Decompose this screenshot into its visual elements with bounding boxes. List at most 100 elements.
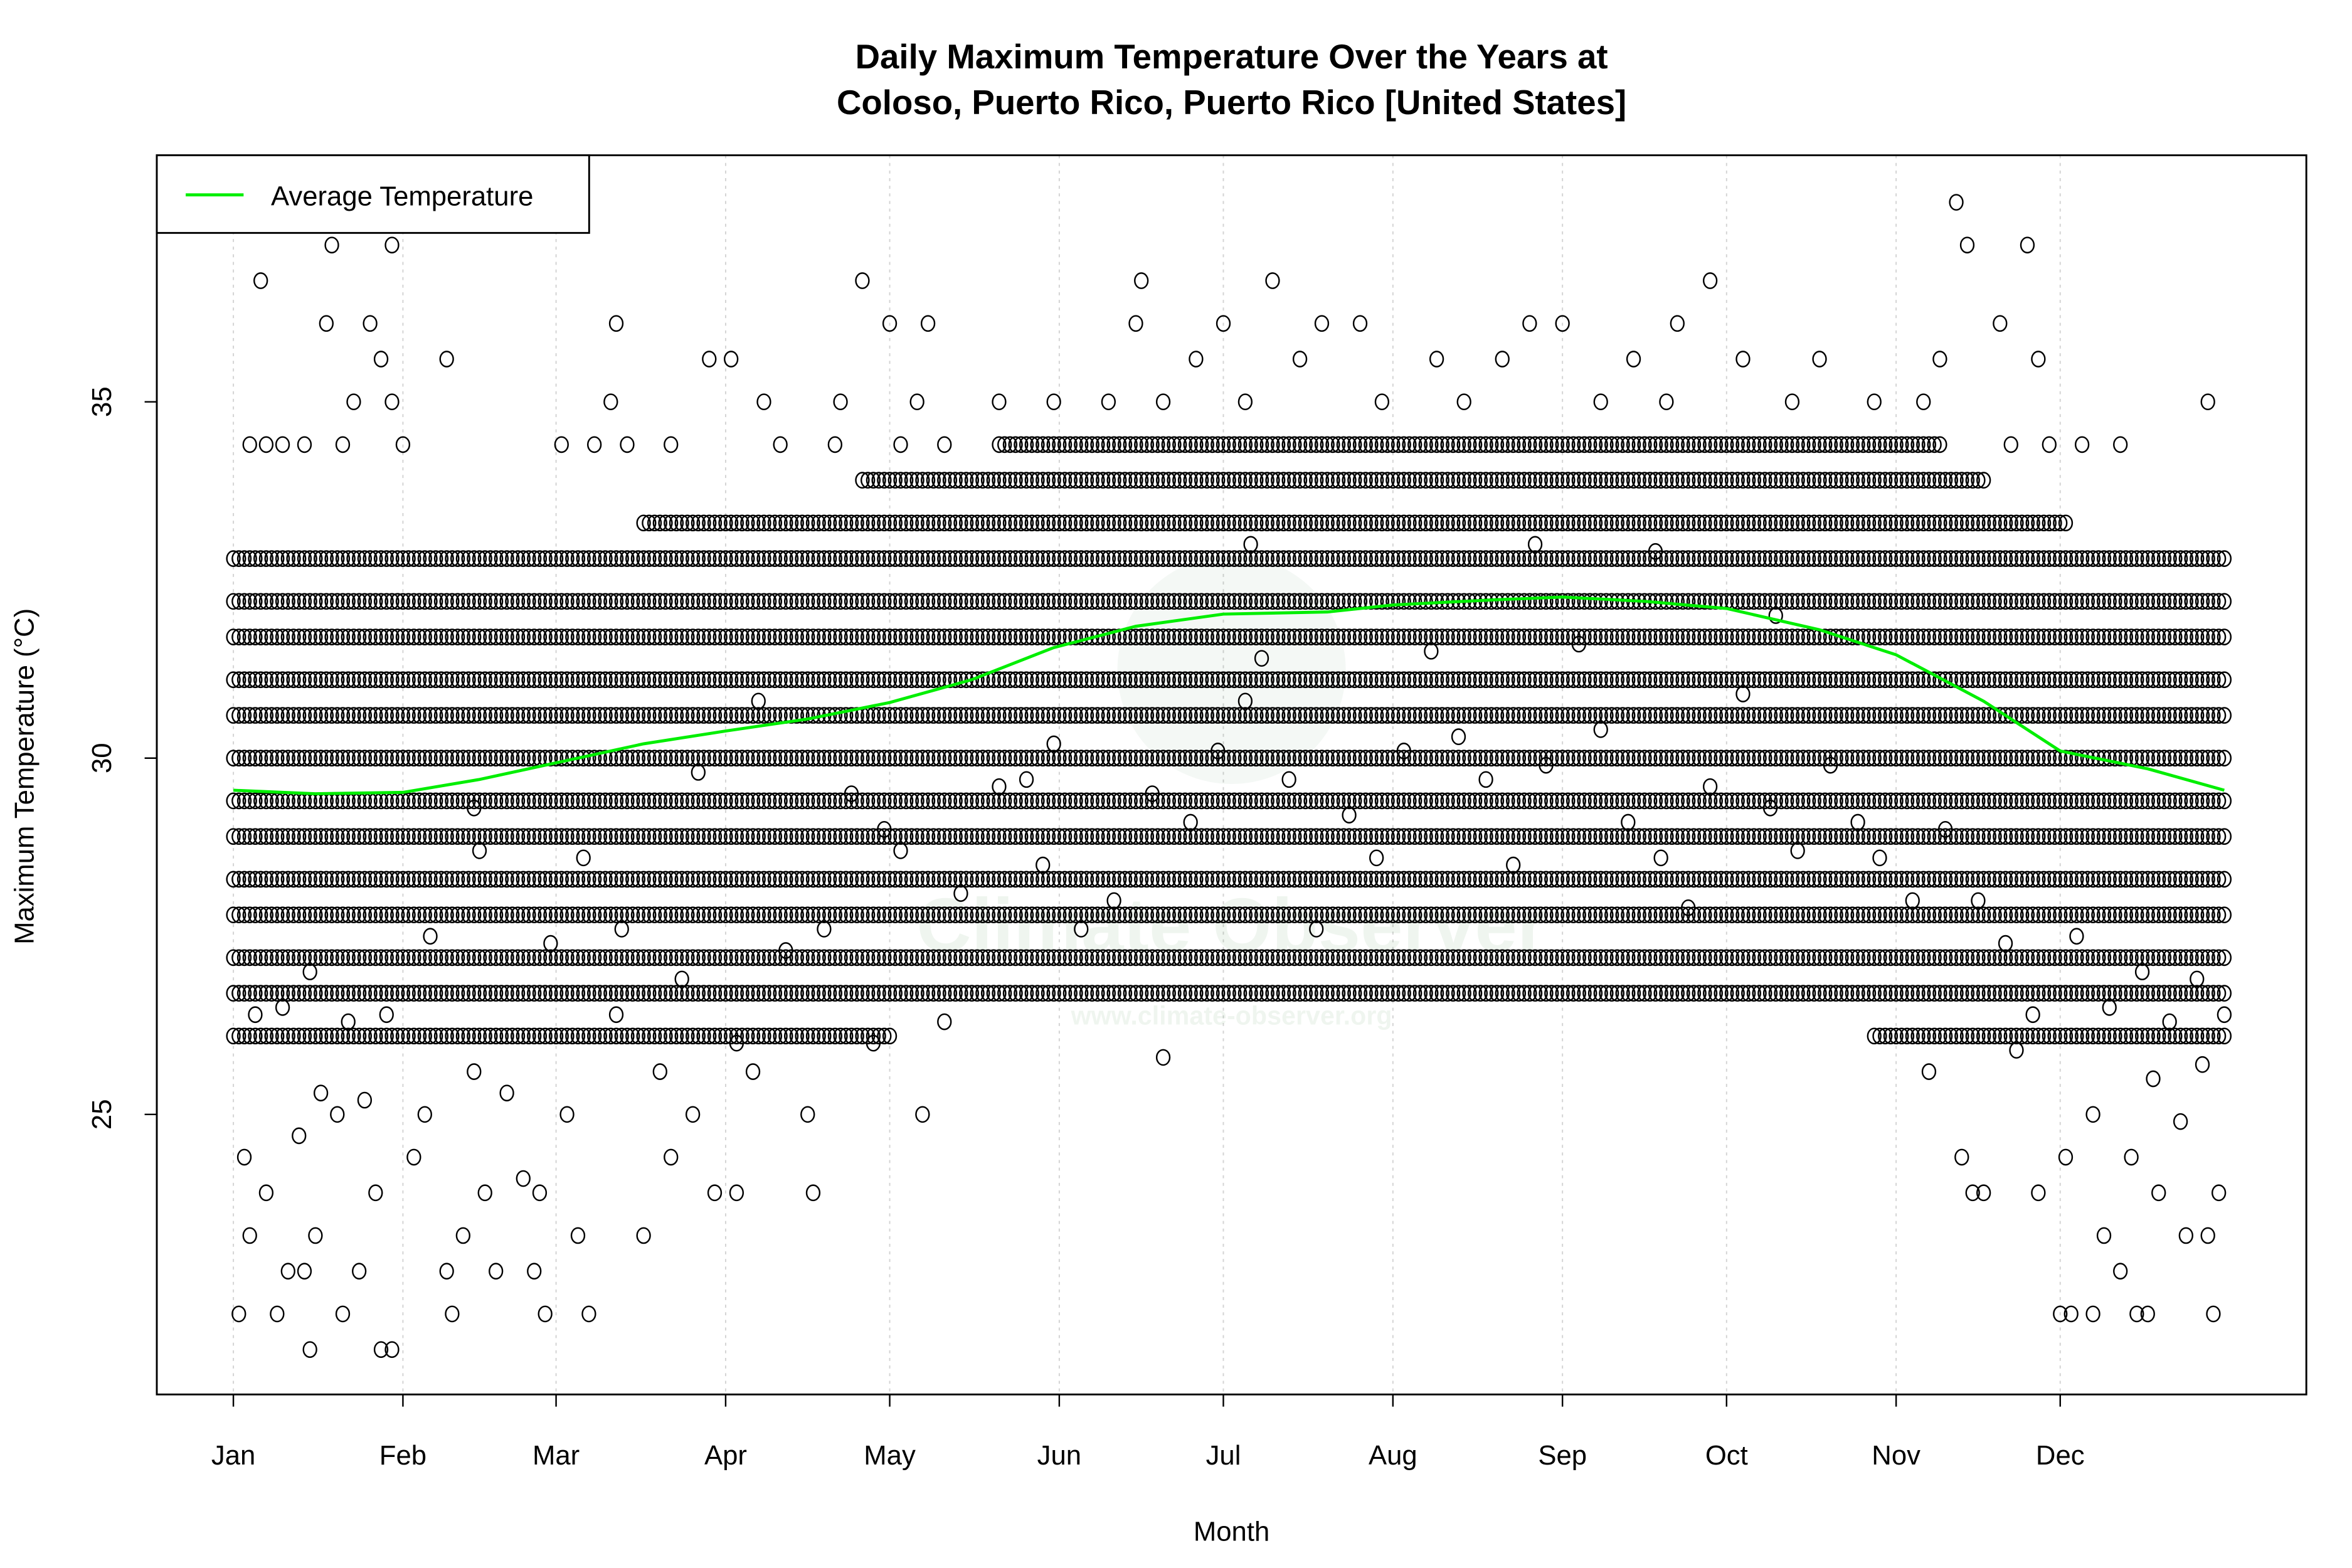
data-point	[669, 871, 684, 888]
data-point	[1320, 906, 1335, 924]
data-point	[586, 871, 602, 888]
data-point	[1090, 871, 1105, 888]
data-point	[395, 828, 411, 845]
data-point	[1434, 949, 1449, 967]
data-point	[2168, 792, 2183, 810]
data-point	[1473, 792, 1488, 810]
data-point	[1205, 949, 1220, 967]
data-point	[1840, 949, 1855, 967]
data-point	[822, 949, 837, 967]
data-point	[1052, 828, 1067, 845]
data-point	[844, 792, 859, 810]
data-point	[642, 871, 657, 888]
data-point	[1643, 792, 1658, 810]
data-point	[805, 750, 821, 767]
data-point	[510, 985, 526, 1002]
data-point	[2129, 985, 2144, 1002]
data-point	[1916, 906, 1931, 924]
data-point	[729, 949, 744, 967]
data-point	[1309, 828, 1324, 845]
data-point	[527, 1027, 542, 1045]
data-point	[1446, 985, 1461, 1002]
data-point	[625, 792, 640, 810]
data-point	[570, 985, 586, 1002]
data-point	[1735, 828, 1751, 845]
data-point	[1506, 906, 1521, 924]
data-point	[1380, 871, 1395, 888]
data-point	[2091, 949, 2106, 967]
data-point	[1402, 871, 1417, 888]
data-point	[751, 1027, 766, 1045]
data-point	[882, 792, 898, 810]
data-point	[1036, 828, 1051, 845]
data-point	[1910, 906, 1926, 924]
data-point	[363, 1027, 378, 1045]
data-point	[1719, 949, 1734, 967]
data-point	[1024, 906, 1039, 924]
data-point	[2047, 949, 2062, 967]
data-point	[1221, 792, 1236, 810]
data-point	[1117, 828, 1133, 845]
data-point	[789, 1027, 804, 1045]
data-point	[2129, 1027, 2144, 1045]
data-point	[1998, 792, 2013, 810]
data-point	[543, 1027, 558, 1045]
data-point	[1976, 985, 1991, 1002]
data-point	[231, 750, 246, 767]
data-point	[740, 750, 755, 767]
data-point	[346, 871, 361, 888]
data-point	[893, 871, 908, 888]
data-point	[1057, 985, 1073, 1002]
data-point	[1593, 906, 1608, 924]
data-point	[1905, 906, 1920, 924]
data-point	[964, 871, 980, 888]
data-point	[1949, 828, 1964, 845]
data-point	[1084, 906, 1099, 924]
data-point	[1177, 792, 1193, 810]
data-point	[745, 828, 761, 845]
data-point	[652, 828, 667, 845]
data-point	[428, 1027, 443, 1045]
data-point	[1271, 906, 1286, 924]
data-point	[1429, 792, 1444, 810]
data-point	[1549, 949, 1565, 967]
data-point	[516, 871, 531, 888]
data-point	[2168, 906, 2183, 924]
data-point	[1189, 906, 1204, 924]
data-point	[1905, 949, 1920, 967]
data-point	[712, 949, 728, 967]
data-point	[1292, 792, 1308, 810]
data-point	[920, 949, 936, 967]
data-point	[543, 985, 558, 1002]
data-point	[428, 828, 443, 845]
data-point	[1446, 871, 1461, 888]
data-point	[1686, 949, 1702, 967]
data-point	[1462, 985, 1477, 1002]
data-point	[1571, 949, 1586, 967]
data-point	[1539, 906, 1554, 924]
data-point	[1527, 871, 1543, 888]
data-point	[1921, 906, 1937, 924]
data-point	[401, 750, 416, 767]
data-point	[1609, 906, 1625, 924]
data-point	[477, 949, 492, 967]
data-point	[1358, 906, 1373, 924]
data-point	[445, 828, 460, 845]
data-point	[1002, 985, 1018, 1002]
data-point	[871, 871, 886, 888]
data-point	[2217, 792, 2232, 810]
data-point	[887, 985, 903, 1002]
data-point	[505, 828, 520, 845]
data-point	[472, 1027, 487, 1045]
data-point	[964, 750, 980, 767]
data-point	[1571, 906, 1586, 924]
data-point	[702, 871, 717, 888]
data-point	[275, 1027, 290, 1045]
data-point	[1916, 792, 1931, 810]
data-point	[1921, 828, 1937, 845]
data-point	[1232, 906, 1248, 924]
data-point	[1796, 906, 1811, 924]
data-point	[2069, 871, 2084, 888]
data-point	[1840, 871, 1855, 888]
data-point	[406, 871, 421, 888]
